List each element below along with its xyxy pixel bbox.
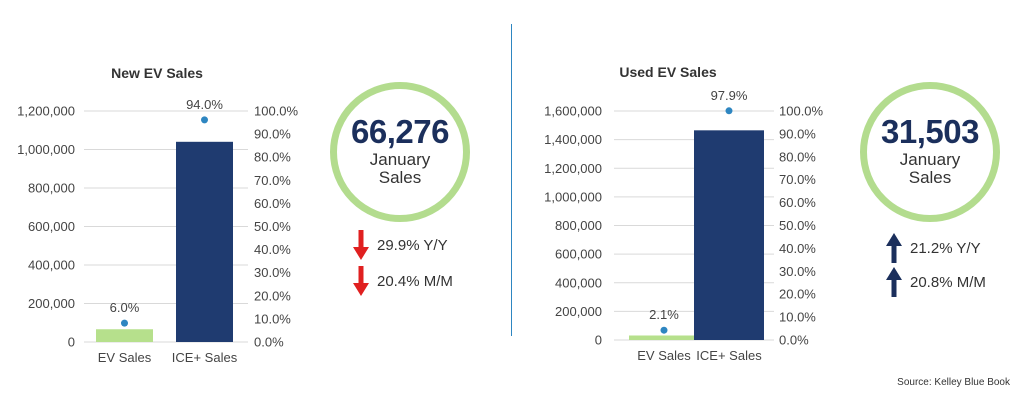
x-tick-label: EV Sales bbox=[637, 348, 691, 363]
y2-tick-label: 10.0% bbox=[254, 311, 291, 326]
used-ev-kpi-ring: 31,503 January Sales bbox=[860, 82, 1000, 222]
y2-tick-label: 30.0% bbox=[254, 265, 291, 280]
y2-tick-label: 100.0% bbox=[254, 104, 299, 119]
y2-tick-label: 10.0% bbox=[779, 310, 816, 325]
new-ev-yoy-change: 29.9% Y/Y bbox=[353, 230, 448, 260]
y2-tick-label: 20.0% bbox=[779, 287, 816, 302]
x-tick-label: EV Sales bbox=[98, 350, 152, 365]
share-point bbox=[725, 107, 733, 115]
used-ev-panel: Used EV Sales 0 200,000 400,000 600,000 800,0… bbox=[512, 0, 1024, 402]
y-tick-label: 0 bbox=[68, 335, 75, 350]
arrow-up-icon bbox=[886, 267, 902, 297]
mom-change-text: 20.4% M/M bbox=[377, 272, 453, 290]
share-label: 2.1% bbox=[649, 307, 679, 322]
y2-tick-label: 50.0% bbox=[779, 218, 816, 233]
y2-tick-label: 60.0% bbox=[254, 196, 291, 211]
y-tick-label: 1,000,000 bbox=[17, 142, 75, 157]
kpi-value: 31,503 bbox=[881, 113, 979, 150]
y2-tick-label: 30.0% bbox=[779, 264, 816, 279]
source-note: Source: Kelley Blue Book bbox=[897, 377, 1010, 388]
y2-tick-label: 100.0% bbox=[779, 104, 824, 119]
y-tick-label: 1,600,000 bbox=[544, 104, 602, 119]
y2-tick-label: 80.0% bbox=[779, 149, 816, 164]
y2-tick-label: 0.0% bbox=[779, 333, 809, 348]
new-ev-mom-change: 20.4% M/M bbox=[353, 266, 453, 296]
y-tick-label: 1,000,000 bbox=[544, 189, 602, 204]
y-tick-label: 200,000 bbox=[555, 304, 602, 319]
kpi-label-sales: Sales bbox=[908, 168, 952, 187]
kpi-value: 66,276 bbox=[351, 113, 449, 150]
new-ev-sales-chart: New EV Sales 0 200,000 400,000 600,000 800,00… bbox=[17, 65, 299, 365]
y-tick-label: 0 bbox=[595, 333, 602, 348]
bar-ev-sales bbox=[629, 335, 699, 340]
used-ev-sales-chart: Used EV Sales 0 200,000 400,000 600,000 800,0… bbox=[544, 64, 824, 363]
share-point bbox=[201, 116, 208, 124]
share-point bbox=[660, 326, 668, 334]
y2-tick-label: 50.0% bbox=[254, 219, 291, 234]
y2-tick-label: 90.0% bbox=[254, 127, 291, 142]
share-point bbox=[121, 319, 128, 327]
bar-ice-sales bbox=[176, 141, 233, 342]
mom-change-text: 20.8% M/M bbox=[910, 273, 986, 291]
kpi-label-sales: Sales bbox=[378, 168, 422, 187]
new-ev-panel: New EV Sales 0 200,000 400,000 600,000 800,00… bbox=[0, 0, 505, 402]
y-tick-label: 1,200,000 bbox=[17, 104, 75, 119]
arrow-down-icon bbox=[353, 266, 369, 296]
x-tick-label: ICE+ Sales bbox=[172, 350, 238, 365]
share-label: 97.9% bbox=[711, 88, 748, 103]
yoy-change-text: 21.2% Y/Y bbox=[910, 239, 981, 257]
y2-tick-label: 60.0% bbox=[779, 195, 816, 210]
y2-tick-label: 90.0% bbox=[779, 126, 816, 141]
y2-tick-label: 40.0% bbox=[779, 241, 816, 256]
y2-tick-label: 80.0% bbox=[254, 150, 291, 165]
used-ev-mom-change: 20.8% M/M bbox=[886, 267, 986, 297]
y2-tick-label: 70.0% bbox=[779, 172, 816, 187]
new-ev-kpi-ring: 66,276 January Sales bbox=[330, 82, 470, 222]
bar-ev-sales bbox=[96, 329, 153, 342]
bar-ice-sales bbox=[694, 130, 764, 340]
arrow-up-icon bbox=[886, 233, 902, 263]
chart-title: Used EV Sales bbox=[619, 64, 716, 80]
y2-tick-label: 20.0% bbox=[254, 288, 291, 303]
kpi-label-month: January bbox=[369, 150, 431, 169]
yoy-change-text: 29.9% Y/Y bbox=[377, 236, 448, 254]
panel-divider bbox=[511, 24, 512, 336]
share-label: 94.0% bbox=[186, 97, 223, 112]
y-tick-label: 400,000 bbox=[28, 258, 75, 273]
used-ev-yoy-change: 21.2% Y/Y bbox=[886, 233, 981, 263]
kpi-label-month: January bbox=[899, 150, 961, 169]
y-tick-label: 800,000 bbox=[28, 181, 75, 196]
y2-tick-label: 70.0% bbox=[254, 173, 291, 188]
y2-tick-label: 0.0% bbox=[254, 335, 284, 350]
y-tick-label: 1,200,000 bbox=[544, 161, 602, 176]
y-tick-label: 800,000 bbox=[555, 218, 602, 233]
y-tick-label: 200,000 bbox=[28, 296, 75, 311]
y-tick-label: 600,000 bbox=[555, 247, 602, 262]
y-tick-label: 400,000 bbox=[555, 275, 602, 290]
y-tick-label: 1,400,000 bbox=[544, 132, 602, 147]
arrow-down-icon bbox=[353, 230, 369, 260]
share-label: 6.0% bbox=[110, 300, 140, 315]
chart-title: New EV Sales bbox=[111, 65, 203, 81]
y2-tick-label: 40.0% bbox=[254, 242, 291, 257]
y-tick-label: 600,000 bbox=[28, 219, 75, 234]
x-tick-label: ICE+ Sales bbox=[696, 348, 762, 363]
